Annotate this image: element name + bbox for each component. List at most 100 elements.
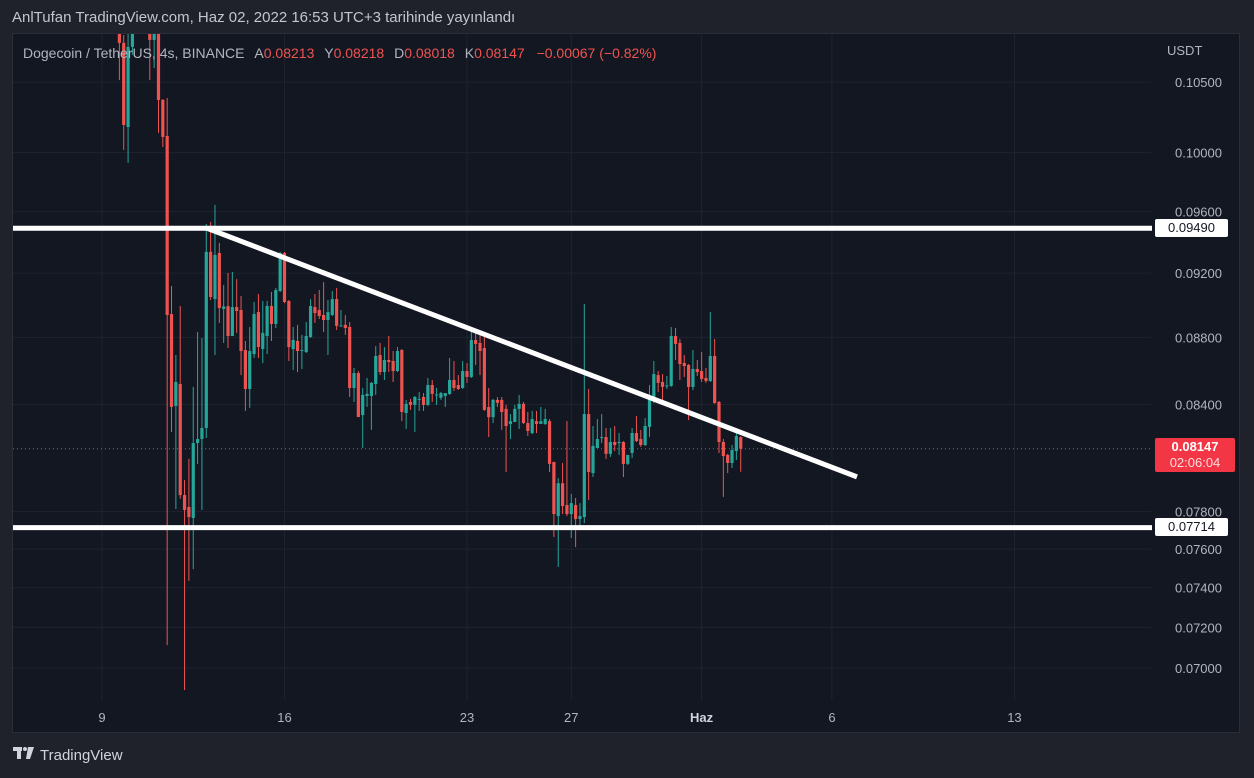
candle — [530, 410, 534, 435]
candle-body — [721, 442, 725, 457]
candle-body — [122, 42, 126, 125]
tradingview-brand[interactable]: TradingView — [13, 746, 123, 764]
candle-body — [248, 351, 252, 389]
candle-body — [182, 495, 187, 510]
high-label: Y — [324, 45, 334, 61]
candle-body — [313, 307, 317, 314]
candle — [443, 393, 447, 407]
candle — [513, 404, 517, 423]
candle — [269, 291, 274, 341]
candle — [326, 300, 330, 356]
candle-body — [734, 436, 738, 452]
x-tick-label: 6 — [828, 710, 835, 725]
candle — [517, 394, 521, 430]
candle-body — [669, 336, 673, 386]
candle — [574, 497, 578, 548]
candle-body — [330, 299, 334, 316]
candle-body — [500, 399, 504, 412]
candle-body — [356, 373, 360, 417]
candle — [178, 305, 182, 499]
candle — [695, 359, 699, 376]
candle — [169, 286, 174, 432]
candle — [552, 461, 556, 538]
candle — [308, 299, 313, 338]
candle — [547, 419, 552, 472]
candle — [526, 411, 530, 437]
candle-body — [513, 408, 517, 423]
candle — [556, 478, 560, 567]
candle — [630, 427, 634, 458]
candle — [317, 289, 321, 320]
candle-body — [165, 135, 169, 316]
candle-body — [526, 423, 530, 431]
chart-pane[interactable] — [12, 33, 1240, 733]
candle — [391, 351, 395, 383]
candle-body — [534, 421, 539, 424]
candle-body — [222, 306, 226, 310]
currency-label[interactable]: USDT — [1167, 43, 1203, 58]
candle-body — [187, 507, 191, 518]
candle — [374, 346, 378, 395]
candle-body — [291, 339, 295, 350]
candle — [617, 433, 621, 455]
candle-body — [335, 299, 339, 326]
candle-body — [339, 325, 343, 327]
candle — [382, 347, 387, 380]
candle-body — [504, 408, 508, 427]
candle-body — [174, 382, 178, 406]
candle-body — [682, 363, 686, 367]
candle-body — [673, 336, 678, 344]
y-tick-label: 0.07600 — [1175, 542, 1222, 557]
candle-body — [235, 307, 239, 311]
candle — [739, 436, 743, 472]
descending-trendline[interactable] — [206, 225, 858, 480]
candle-body — [626, 454, 630, 464]
candle-body — [148, 34, 152, 40]
candle-body — [256, 312, 261, 348]
candle — [639, 429, 643, 447]
candle — [565, 421, 569, 517]
candle — [408, 398, 413, 410]
last-price-value: 0.08147 — [1171, 439, 1219, 454]
candle-body — [430, 385, 434, 394]
candle — [348, 321, 352, 397]
grid — [13, 34, 1151, 700]
candle — [582, 304, 586, 523]
candle — [665, 375, 669, 389]
candle — [730, 445, 734, 469]
candle — [165, 98, 169, 646]
candle — [413, 395, 417, 432]
candle-body — [265, 305, 269, 337]
candle-body — [495, 399, 500, 403]
candle-body — [387, 359, 391, 362]
candle-body — [395, 351, 400, 372]
candle-body — [647, 396, 652, 427]
candle-body — [117, 34, 121, 43]
candle — [248, 327, 252, 408]
low-value: 0.08018 — [404, 45, 455, 61]
candle-body — [665, 385, 669, 387]
symbol-title[interactable]: Dogecoin / TetherUS, 4s, BINANCE — [23, 45, 245, 61]
x-tick-label: 27 — [564, 710, 578, 725]
candle-body — [630, 433, 634, 453]
candle — [200, 337, 204, 510]
candle — [352, 368, 356, 402]
candle — [487, 387, 491, 438]
candle-body — [417, 398, 421, 400]
x-tick-label: Haz — [690, 710, 714, 725]
candle — [595, 419, 599, 449]
candle — [287, 300, 291, 361]
candle — [448, 357, 452, 395]
x-tick-label: 13 — [1007, 710, 1021, 725]
candle-body — [274, 289, 278, 324]
candle — [417, 392, 421, 411]
candle — [130, 34, 135, 55]
candle-body — [195, 439, 200, 444]
candle-body — [408, 401, 413, 405]
candle-body — [300, 350, 304, 352]
candle — [252, 301, 256, 358]
candle — [560, 462, 565, 515]
candle — [652, 360, 656, 403]
candle — [539, 406, 543, 424]
